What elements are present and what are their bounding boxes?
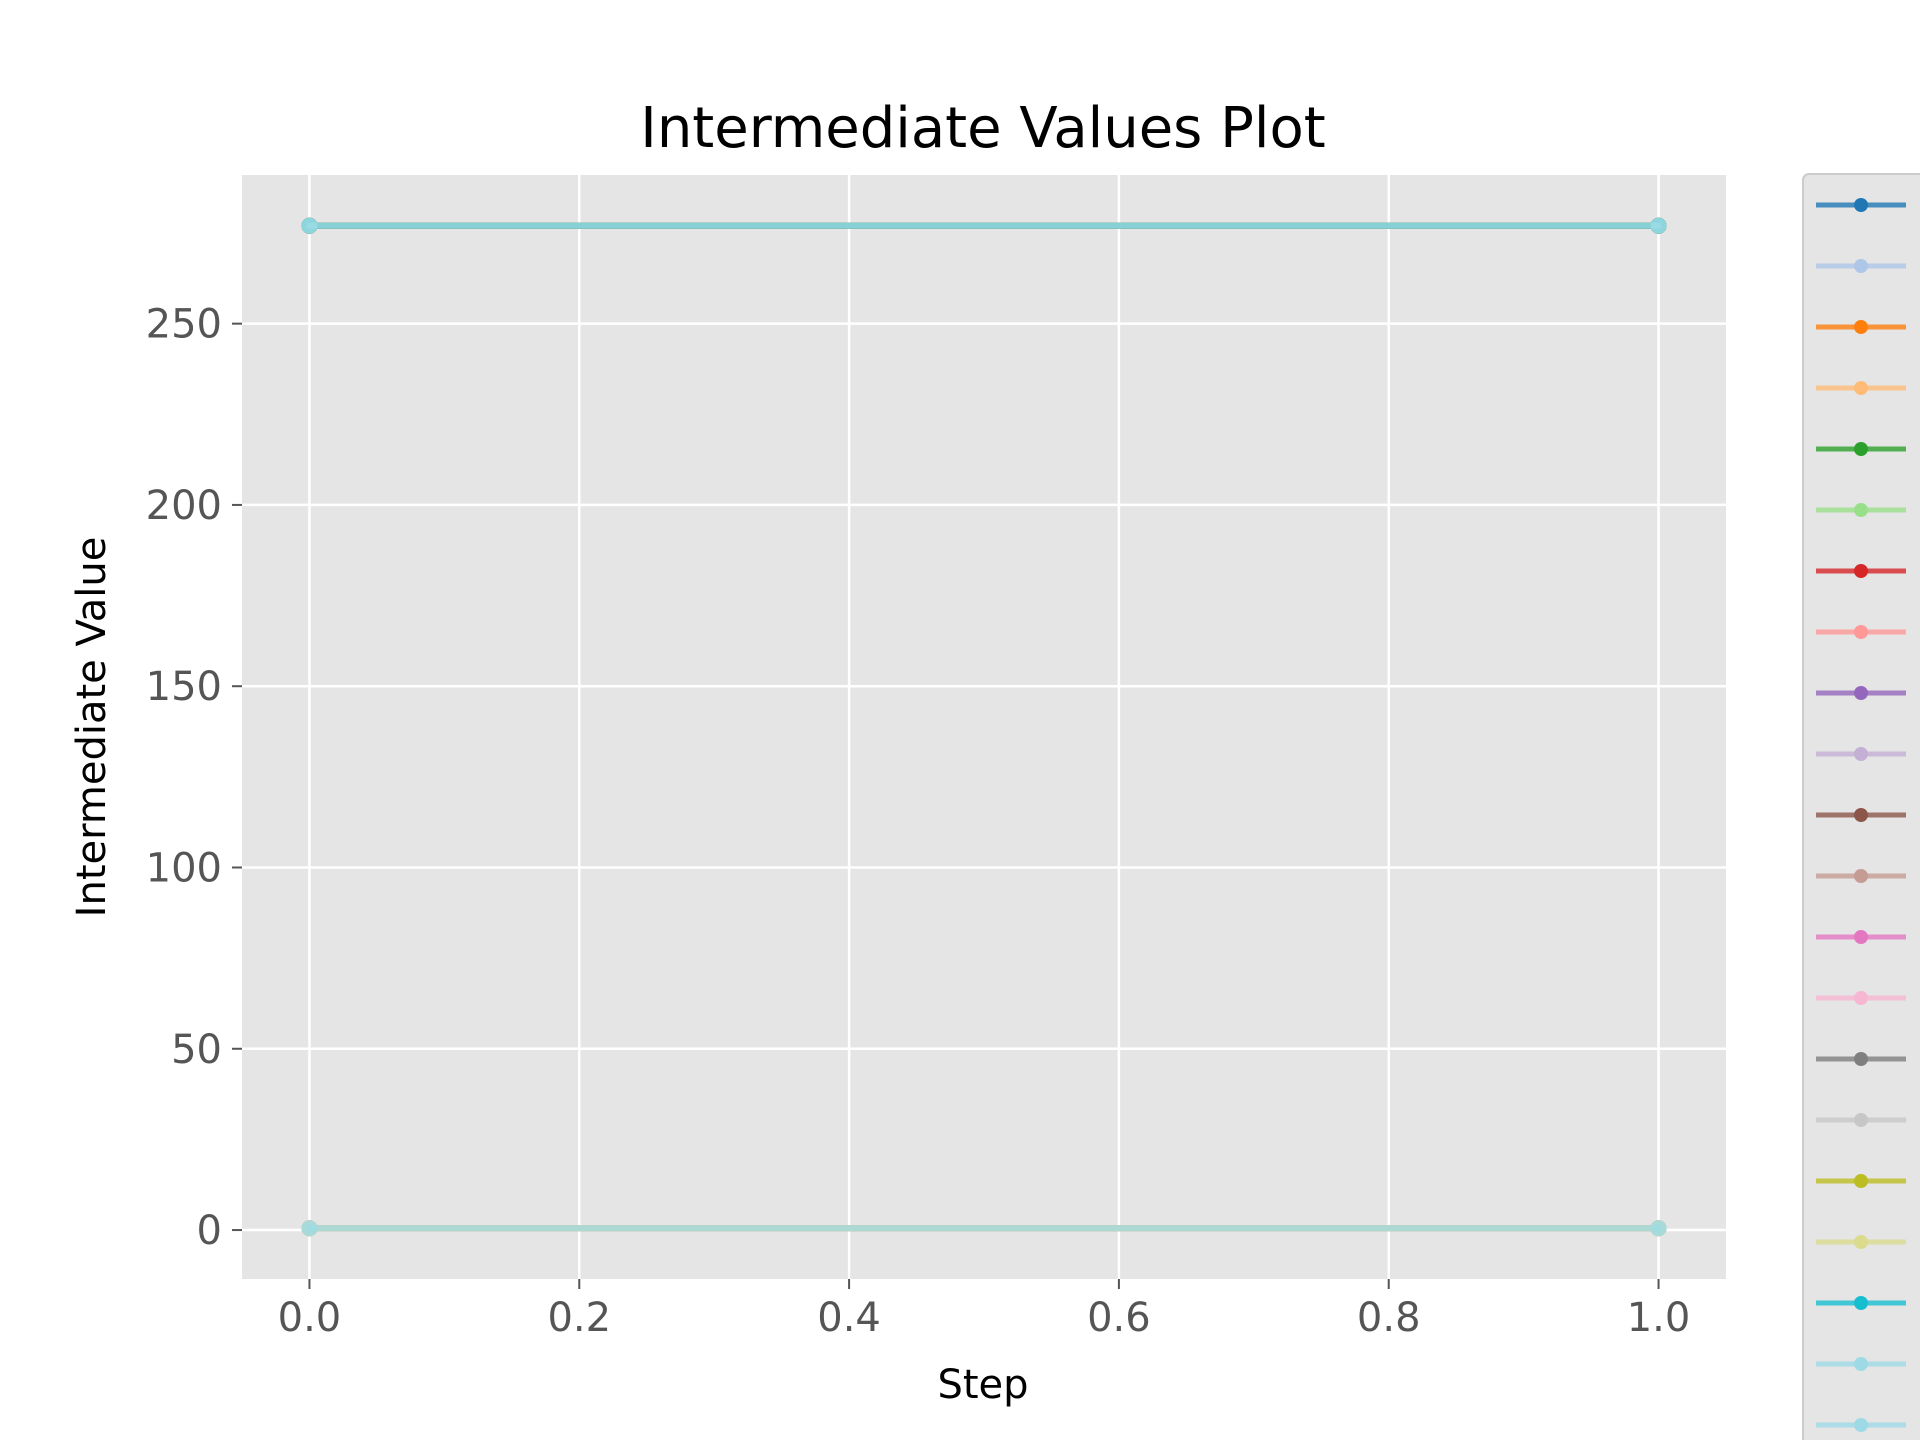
legend-item-12 (1816, 869, 1906, 883)
x-tick-label: 1.0 (1627, 1295, 1691, 1341)
legend-marker (1854, 320, 1868, 334)
x-tick-label: 0.4 (817, 1295, 881, 1341)
legend-marker (1854, 1174, 1868, 1188)
x-axis-label: Step (937, 1362, 1028, 1408)
legend-item-1 (1816, 198, 1906, 212)
legend-item-8 (1816, 625, 1906, 639)
legend-marker (1854, 625, 1868, 639)
legend-item-5 (1816, 442, 1906, 456)
series-point-21 (1650, 217, 1667, 234)
plot-area (242, 175, 1726, 1279)
legend-item-20 (1816, 1357, 1906, 1371)
series-point-21 (301, 217, 318, 234)
x-tick-label: 0.2 (547, 1295, 611, 1341)
y-tick-label: 150 (146, 664, 222, 710)
legend-item-18 (1816, 1235, 1906, 1249)
legend-item-4 (1816, 381, 1906, 395)
x-tick-label: 0.8 (1357, 1295, 1421, 1341)
legend-item-9 (1816, 686, 1906, 700)
axes: 0.0 0.2 0.4 0.6 0.8 1.0 0 50 100 150 200 250 (146, 302, 1691, 1341)
legend-marker (1854, 1113, 1868, 1127)
legend-marker (1854, 381, 1868, 395)
legend-marker (1854, 1235, 1868, 1249)
x-tick-label: 0.0 (278, 1295, 342, 1341)
series-point-20 (1650, 1220, 1667, 1237)
series-lines (301, 217, 1667, 1237)
legend-marker (1854, 503, 1868, 517)
y-tick-label: 0 (197, 1208, 222, 1254)
y-tick-label: 100 (146, 845, 222, 891)
legend-item-7 (1816, 564, 1906, 578)
legend-marker (1854, 1052, 1868, 1066)
legend-item-3 (1816, 320, 1906, 334)
y-axis-label: Intermediate Value (69, 537, 115, 918)
legend-marker (1854, 991, 1868, 1005)
legend-marker (1854, 259, 1868, 273)
legend-marker (1854, 686, 1868, 700)
legend-marker (1854, 1296, 1868, 1310)
legend-marker (1854, 1418, 1868, 1432)
legend-item-16 (1816, 1113, 1906, 1127)
legend-marker (1854, 564, 1868, 578)
y-tick-label: 250 (146, 302, 222, 348)
legend-marker (1854, 869, 1868, 883)
legend-item-21 (1816, 1418, 1906, 1432)
legend-marker (1854, 442, 1868, 456)
legend-box (1802, 173, 1920, 1440)
legend-item-15 (1816, 1052, 1906, 1066)
x-tick-label: 0.6 (1087, 1295, 1151, 1341)
legend-item-11 (1816, 808, 1906, 822)
y-tick-label: 200 (146, 483, 222, 529)
legend-marker (1854, 747, 1868, 761)
legend-marker (1854, 1357, 1868, 1371)
legend-item-13 (1816, 930, 1906, 944)
legend-item-17 (1816, 1174, 1906, 1188)
legend-marker (1854, 930, 1868, 944)
legend-marker (1854, 198, 1868, 212)
y-tick-label: 50 (171, 1027, 222, 1073)
legend-item-19 (1816, 1296, 1906, 1310)
legend-item-2 (1816, 259, 1906, 273)
legend-marker (1854, 808, 1868, 822)
series-point-20 (301, 1220, 318, 1237)
legend-item-14 (1816, 991, 1906, 1005)
chart-title: Intermediate Values Plot (640, 96, 1325, 161)
legend-item-10 (1816, 747, 1906, 761)
legend-item-6 (1816, 503, 1906, 517)
legend (1802, 173, 1920, 1440)
